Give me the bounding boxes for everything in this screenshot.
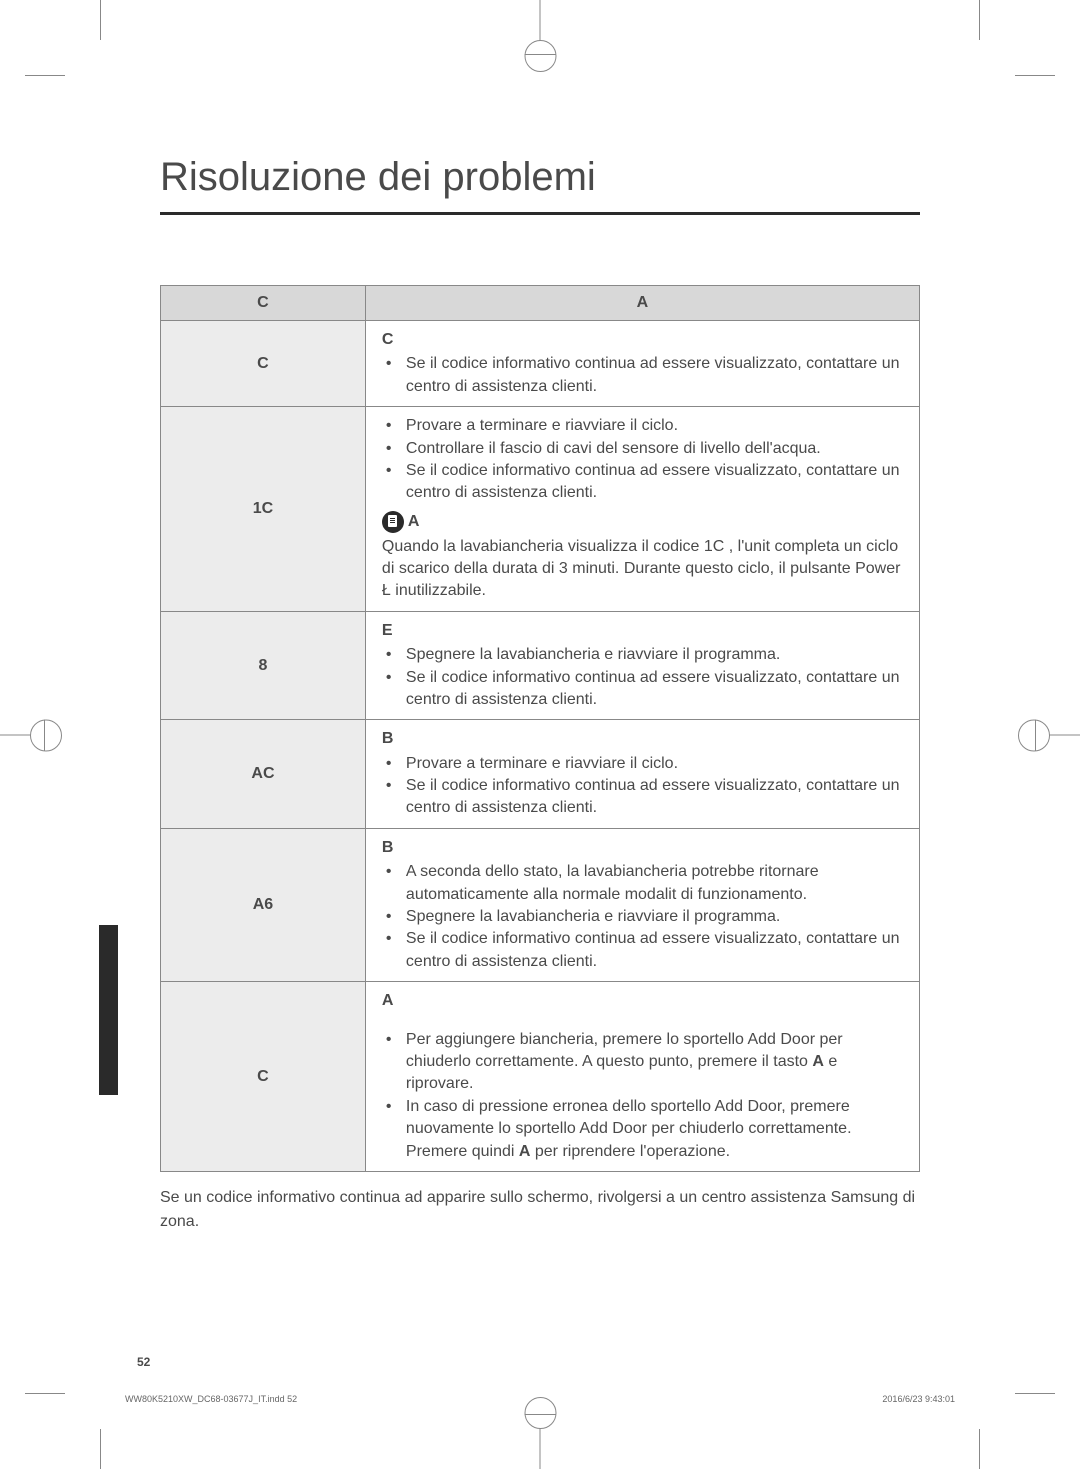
action-header: B (382, 728, 903, 750)
header-action: A (365, 286, 919, 321)
list-item: In caso di pressione erronea dello sport… (400, 1096, 903, 1163)
action-list: Provare a terminare e riavviare il ciclo… (382, 753, 903, 820)
action-header: C (382, 329, 903, 351)
list-item: A seconda dello stato, la lavabiancheria… (400, 861, 903, 906)
table-row: AC B Provare a terminare e riavviare il ci… (161, 720, 920, 829)
table-row: A6BA seconda dello stato, la lavabianche… (161, 828, 920, 981)
list-item: Se il codice informativo continua ad ess… (400, 667, 903, 712)
footer-note: Se un codice informativo continua ad app… (160, 1186, 920, 1234)
troubleshooting-table: C A CCSe il codice informativo continua … (160, 285, 920, 1172)
code-cell: 1C (161, 407, 366, 612)
action-cell: Provare a terminare e riavviare il ciclo… (365, 407, 919, 612)
action-list: Per aggiungere biancheria, premere lo sp… (382, 1029, 903, 1163)
code-cell: 8 (161, 611, 366, 720)
action-list: Se il codice informativo continua ad ess… (382, 353, 903, 398)
list-item: Se il codice informativo continua ad ess… (400, 928, 903, 973)
table-row: CCSe il codice informativo continua ad e… (161, 321, 920, 407)
action-cell: BA seconda dello stato, la lavabiancheri… (365, 828, 919, 981)
action-header: B (382, 837, 903, 859)
action-header: A (382, 990, 903, 1012)
code-cell: C (161, 982, 366, 1172)
note-icon (382, 511, 404, 533)
list-item: Spegnere la lavabiancheria e riavviare i… (400, 906, 903, 928)
code-cell: A6 (161, 828, 366, 981)
action-list: Provare a terminare e riavviare il ciclo… (382, 415, 903, 505)
code-cell: AC (161, 720, 366, 829)
list-item: Provare a terminare e riavviare il ciclo… (400, 753, 903, 775)
list-item: Per aggiungere biancheria, premere lo sp… (400, 1029, 903, 1096)
footer-date: 2016/6/23 9:43:01 (882, 1394, 955, 1404)
print-metadata: WW80K5210XW_DC68-03677J_IT.indd 52 2016/… (125, 1394, 955, 1404)
list-item: Controllare il fascio di cavi del sensor… (400, 438, 903, 460)
table-row: 8ESpegnere la lavabiancheria e riavviare… (161, 611, 920, 720)
table-row: CA Per aggiungere biancheria, premere lo … (161, 982, 920, 1172)
action-cell: CSe il codice informativo continua ad es… (365, 321, 919, 407)
list-item: Se il codice informativo continua ad ess… (400, 460, 903, 505)
action-cell: B Provare a terminare e riavviare il cicl… (365, 720, 919, 829)
list-item: Se il codice informativo continua ad ess… (400, 353, 903, 398)
action-header: E (382, 620, 903, 642)
note-text: Quando la lavabiancheria visualizza il c… (382, 536, 903, 603)
action-cell: A Per aggiungere biancheria, premere lo s… (365, 982, 919, 1172)
action-cell: ESpegnere la lavabiancheria e riavviare … (365, 611, 919, 720)
table-row: 1C Provare a terminare e riavviare il cic… (161, 407, 920, 612)
action-list: A seconda dello stato, la lavabiancheria… (382, 861, 903, 973)
list-item: Spegnere la lavabiancheria e riavviare i… (400, 644, 903, 666)
list-item: Se il codice informativo continua ad ess… (400, 775, 903, 820)
list-item: Provare a terminare e riavviare il ciclo… (400, 415, 903, 437)
page-title: Risoluzione dei problemi (160, 155, 920, 215)
page-number: 52 (137, 1355, 150, 1369)
footer-file: WW80K5210XW_DC68-03677J_IT.indd 52 (125, 1394, 297, 1404)
note-block: A Quando la lavabiancheria visualizza il … (382, 511, 903, 603)
page-content: Risoluzione dei problemi C A CCSe il cod… (100, 75, 980, 1394)
action-list: Spegnere la lavabiancheria e riavviare i… (382, 644, 903, 711)
note-label: A (408, 513, 420, 530)
header-code: C (161, 286, 366, 321)
code-cell: C (161, 321, 366, 407)
